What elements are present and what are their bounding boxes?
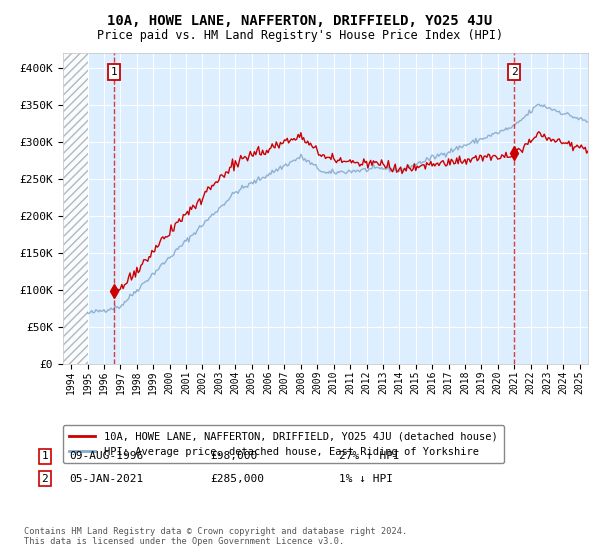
Text: 2: 2 [41,474,49,484]
Text: Contains HM Land Registry data © Crown copyright and database right 2024.
This d: Contains HM Land Registry data © Crown c… [24,526,407,546]
Text: 1% ↓ HPI: 1% ↓ HPI [339,474,393,484]
Legend: 10A, HOWE LANE, NAFFERTON, DRIFFIELD, YO25 4JU (detached house), HPI: Average pr: 10A, HOWE LANE, NAFFERTON, DRIFFIELD, YO… [63,425,503,463]
Text: 09-AUG-1996: 09-AUG-1996 [69,451,143,461]
Text: 1: 1 [111,67,118,77]
Text: 10A, HOWE LANE, NAFFERTON, DRIFFIELD, YO25 4JU: 10A, HOWE LANE, NAFFERTON, DRIFFIELD, YO… [107,14,493,28]
Text: 05-JAN-2021: 05-JAN-2021 [69,474,143,484]
Text: Price paid vs. HM Land Registry's House Price Index (HPI): Price paid vs. HM Land Registry's House … [97,29,503,42]
Text: 27% ↑ HPI: 27% ↑ HPI [339,451,400,461]
Bar [63,53,88,364]
Text: £98,000: £98,000 [210,451,257,461]
Text: 1: 1 [41,451,49,461]
Text: £285,000: £285,000 [210,474,264,484]
Text: 2: 2 [511,67,518,77]
